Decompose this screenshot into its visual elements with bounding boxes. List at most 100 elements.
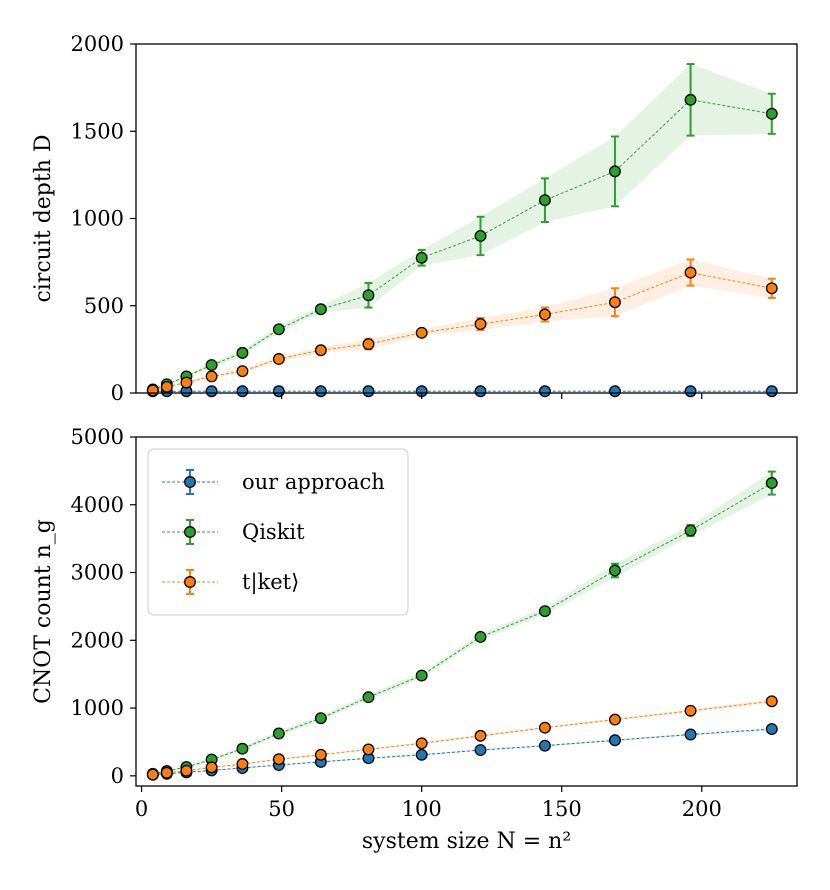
legend-label: t|ket⟩ [242,570,299,595]
data-point-our-approach [684,385,697,398]
y-axis-label: circuit depth D [31,134,56,302]
data-point-t-ket [474,318,487,331]
data-point-t-ket [314,344,327,357]
data-point-our-approach [362,385,375,398]
data-point-qiskit [684,93,697,106]
data-point-qiskit [236,742,249,755]
data-point-qiskit [314,712,327,725]
data-point-t-ket [608,713,621,726]
legend-marker [184,576,196,588]
legend: our approach Qiskit t|ket⟩ [147,448,409,616]
data-point-our-approach [272,385,285,398]
series-layer [146,63,778,398]
x-tick-label: 150 [542,797,582,821]
data-point-qiskit [608,165,621,178]
series-layer [146,470,778,781]
data-point-qiskit [415,669,428,682]
data-point-qiskit [608,564,621,577]
data-point-our-approach [765,385,778,398]
y-tick-label: 4000 [71,493,124,517]
data-point-t-ket [146,384,159,397]
data-point-our-approach [538,739,551,752]
data-point-qiskit [362,289,375,302]
data-point-t-ket [205,761,218,774]
data-point-qiskit [272,727,285,740]
data-point-t-ket [538,308,551,321]
band-qiskit [152,64,772,391]
legend-box [147,448,409,616]
y-tick-label: 0 [111,764,124,788]
data-point-our-approach [684,728,697,741]
data-point-t-ket [180,376,193,389]
series-our-approach [146,385,778,398]
data-point-t-ket [765,282,778,295]
x-axis-label: system size N = n² [362,829,571,854]
data-point-t-ket [146,768,159,781]
data-point-qiskit [272,323,285,336]
data-point-t-ket [160,380,173,393]
y-tick-label: 5000 [71,425,124,449]
data-point-qiskit [684,524,697,537]
x-tick-label: 100 [402,797,442,821]
data-point-our-approach [608,385,621,398]
data-point-our-approach [314,385,327,398]
y-tick-label: 0 [111,381,124,405]
legend-label: Qiskit [242,520,305,544]
data-point-t-ket [474,729,487,742]
data-point-our-approach [474,385,487,398]
data-point-t-ket [362,338,375,351]
legend-label: our approach [242,470,385,494]
data-point-t-ket [415,737,428,750]
data-point-t-ket [362,743,375,756]
data-point-t-ket [236,365,249,378]
data-point-t-ket [236,758,249,770]
data-point-t-ket [765,695,778,708]
data-point-qiskit [415,251,428,264]
x-tick-label: 50 [268,797,295,821]
legend-marker [184,526,196,538]
data-point-our-approach [415,748,428,761]
data-point-our-approach [608,734,621,747]
series-t-ket [146,695,778,781]
bottom-panel: 0 1000 2000 3000 4000 5000 0 50 100 150 200 CNOT co… [31,425,798,854]
series-t-ket [146,258,778,397]
y-tick-label: 3000 [71,561,124,585]
y-axis-label: CNOT count n_g [31,519,56,704]
data-point-t-ket [314,748,327,761]
data-point-qiskit [236,346,249,359]
data-point-qiskit [538,605,551,618]
data-point-qiskit [474,630,487,643]
data-point-t-ket [272,353,285,365]
y-tick-label: 1000 [71,696,124,720]
band-t-ket [152,259,772,392]
data-point-qiskit [538,194,551,207]
data-point-t-ket [684,266,697,279]
data-point-qiskit [765,107,778,120]
data-point-t-ket [538,721,551,734]
x-tick-label: 0 [135,797,148,821]
legend-marker [184,476,196,488]
data-point-t-ket [205,370,218,383]
data-point-our-approach [474,744,487,757]
data-point-our-approach [236,385,249,398]
data-point-t-ket [160,766,173,779]
plot-frame [135,436,798,787]
data-point-t-ket [415,326,428,339]
legend-item: t|ket⟩ [162,569,299,595]
data-point-qiskit [314,303,327,316]
data-point-our-approach [538,385,551,398]
data-point-qiskit [205,359,218,372]
data-point-our-approach [765,723,778,736]
y-tick-label: 1000 [71,207,124,231]
series-qiskit [146,63,778,396]
x-tick-label: 200 [682,797,722,821]
line-t-ket [152,272,772,391]
y-tick-label: 500 [84,294,124,318]
data-point-qiskit [362,691,375,704]
data-point-t-ket [608,296,621,309]
y-tick-label: 2000 [71,628,124,652]
y-tick-label: 1500 [71,119,124,143]
data-point-t-ket [180,764,193,777]
legend-item: our approach [162,469,385,495]
